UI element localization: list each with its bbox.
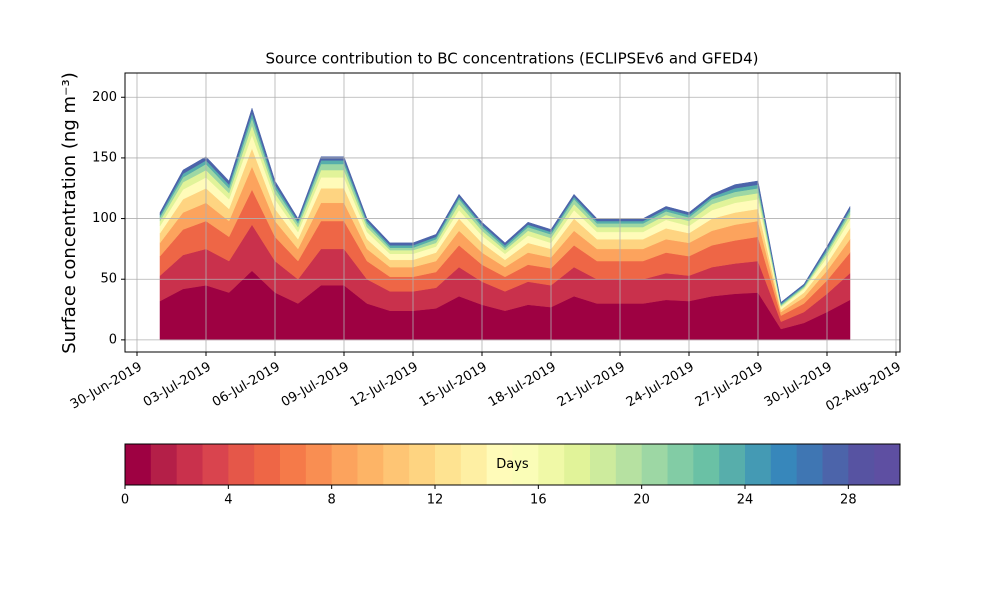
x-tick-label: 09-Jul-2019 [279,360,352,411]
colorbar-swatch [150,444,178,485]
x-tick-label: 03-Jul-2019 [141,360,214,411]
colorbar-swatch [667,444,694,485]
x-tick-label: 02-Aug-2019 [823,360,903,415]
plot-frame [124,72,901,353]
colorbar-swatch [486,444,513,485]
colorbar-tick-label: 4 [224,493,232,508]
y-tick-label: 150 [92,150,117,165]
colorbar-tick-label: 28 [840,493,857,508]
colorbar-swatch [331,444,358,485]
colorbar-frame [124,443,901,486]
x-tick-label: 18-Jul-2019 [486,360,559,411]
colorbar-swatch [357,444,384,485]
colorbar-swatch [305,444,333,485]
colorbar-swatch [512,444,539,485]
chart-title: Source contribution to BC concentrations… [265,50,758,68]
y-tick-label: 0 [109,332,117,347]
x-tick-label: 24-Jul-2019 [624,360,697,411]
y-tick-label: 50 [100,272,117,287]
colorbar-tick-label: 8 [328,493,336,508]
colorbar-tick-label: 20 [633,493,650,508]
colorbar-swatch [383,444,410,485]
colorbar-swatch [822,444,849,485]
colorbar-swatch [228,444,255,485]
colorbar-tick-label: 0 [121,493,129,508]
colorbar-swatch [874,444,901,485]
x-tick-label: 27-Jul-2019 [693,360,766,411]
colorbar-swatch [254,444,281,485]
colorbar-swatch [615,444,643,485]
colorbar-swatch [796,444,823,485]
colorbar-swatch [280,444,307,485]
x-tick-label: 12-Jul-2019 [348,360,421,411]
colorbar-swatch [176,444,203,485]
colorbar-swatch [409,444,436,485]
y-tick-label: 200 [92,90,117,105]
colorbar-tick-label: 16 [530,493,547,508]
y-axis-label: Surface concentration (ng m⁻³) [59,72,80,354]
colorbar-tick-label: 24 [737,493,754,508]
colorbar-swatch [538,444,565,485]
colorbar-tick-label: 12 [427,493,444,508]
colorbar-swatch [641,444,668,485]
colorbar-swatch [693,444,720,485]
x-tick-label: 30-Jun-2019 [68,360,145,413]
y-tick-label: 100 [92,211,117,226]
colorbar-swatch [460,444,488,485]
area-layer [159,107,851,304]
colorbar-swatch [590,444,617,485]
colorbar-label: Days [496,457,529,472]
colorbar-swatch [770,444,798,485]
x-tick-label: 21-Jul-2019 [555,360,628,411]
x-tick-label: 06-Jul-2019 [210,360,283,411]
x-tick-label: 15-Jul-2019 [417,360,490,411]
colorbar-swatch [564,444,591,485]
colorbar-swatch [202,444,229,485]
colorbar-swatch [125,444,152,485]
colorbar-swatch [745,444,772,485]
colorbar-swatch [719,444,746,485]
colorbar-swatch [848,444,875,485]
colorbar-swatch [435,444,462,485]
